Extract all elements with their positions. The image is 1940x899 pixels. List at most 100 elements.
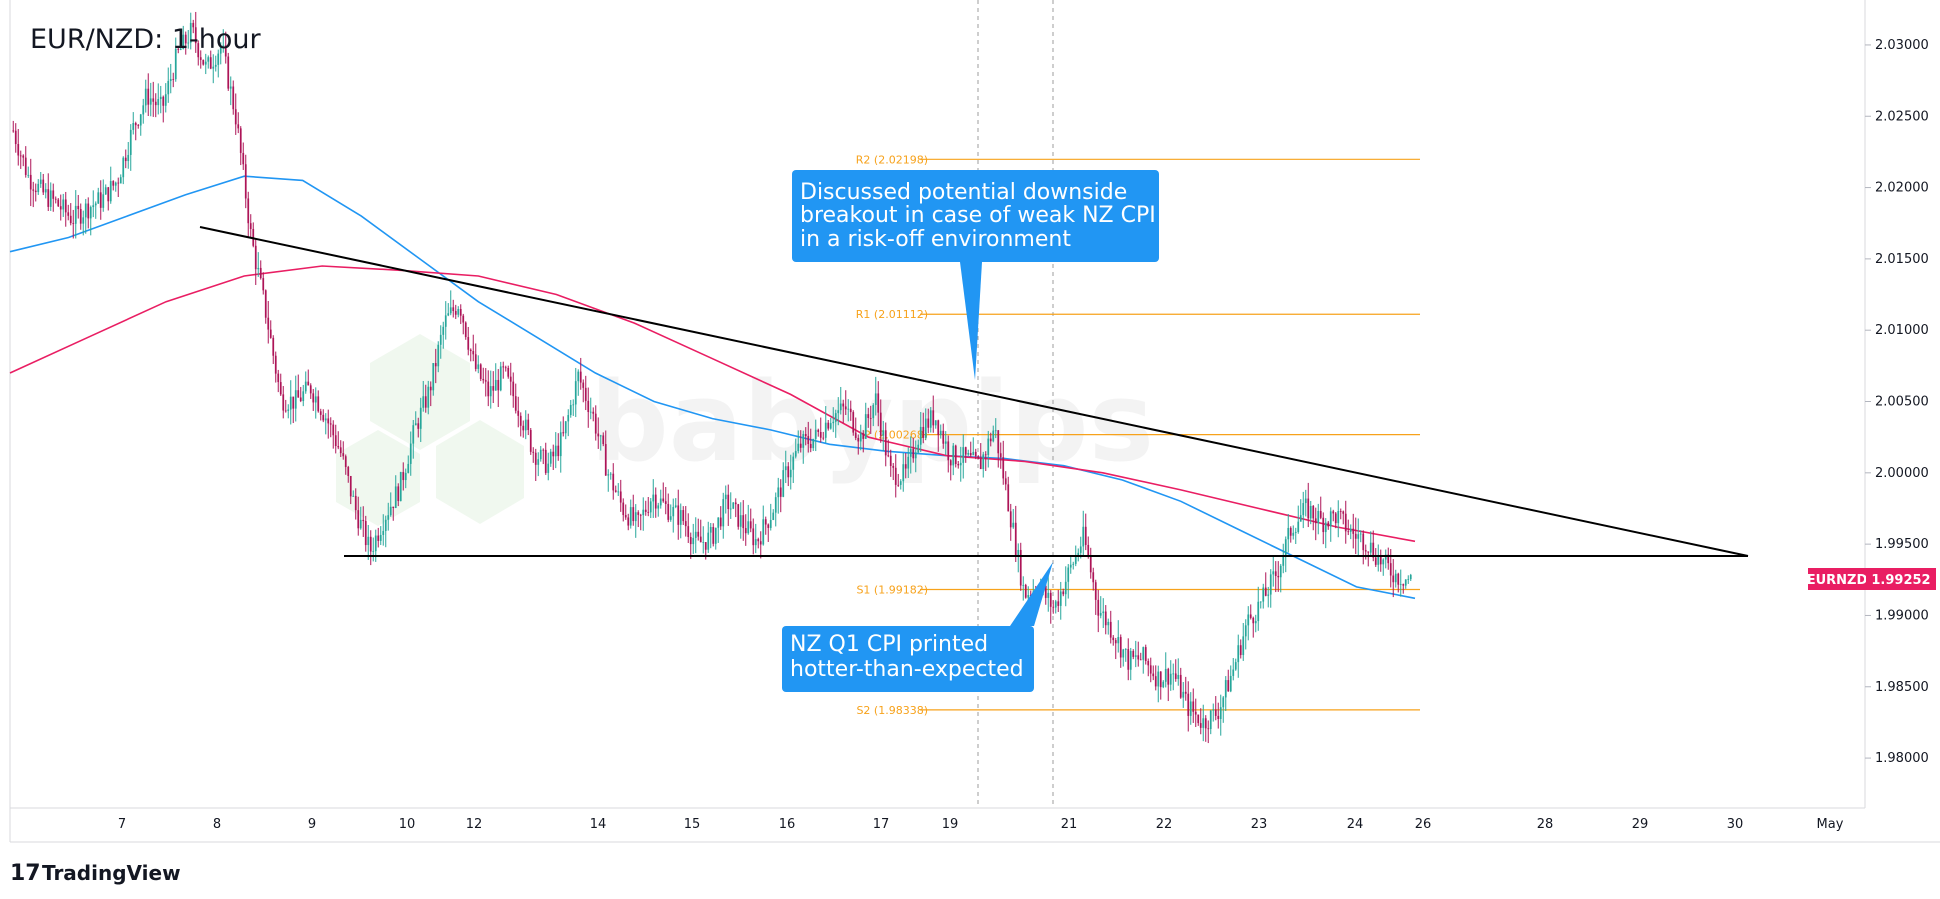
- candle-body: [557, 445, 560, 457]
- candle-body: [154, 101, 157, 106]
- candle-body: [44, 189, 47, 193]
- candle-body: [1327, 522, 1330, 527]
- candle-body: [637, 512, 640, 515]
- candle-body: [394, 486, 397, 508]
- candle-body: [384, 519, 387, 531]
- candle-body: [684, 521, 687, 527]
- candle-body: [797, 443, 800, 452]
- candle-body: [1194, 711, 1197, 715]
- candle-body: [137, 125, 140, 126]
- candle-body: [187, 42, 190, 44]
- candle-body: [589, 411, 592, 413]
- candle-body: [1144, 647, 1147, 661]
- candle-body: [367, 536, 370, 546]
- candle-body: [222, 45, 225, 47]
- candle-body: [799, 443, 802, 448]
- candle-body: [162, 96, 165, 106]
- callout-downside-line-2: breakout in case of weak NZ CPI: [800, 203, 1156, 228]
- candle-body: [372, 551, 375, 552]
- candle-body: [667, 503, 670, 520]
- candle-body: [619, 491, 622, 503]
- candle-body: [282, 394, 285, 411]
- candle-body: [19, 155, 22, 157]
- candle-body: [1177, 674, 1180, 679]
- candle-body: [692, 537, 695, 545]
- candle-body: [197, 43, 200, 58]
- candle-body: [319, 411, 322, 415]
- candle-body: [969, 453, 972, 456]
- candle-body: [504, 367, 507, 369]
- tradingview-logo[interactable]: 17 TradingView: [10, 861, 181, 886]
- candle-body: [199, 57, 202, 60]
- candle-body: [484, 380, 487, 382]
- candle-body: [247, 198, 250, 224]
- candle-body: [1247, 614, 1250, 626]
- candle-body: [629, 507, 632, 526]
- candle-body: [652, 494, 655, 502]
- candle-body: [112, 181, 115, 186]
- candle-body: [954, 445, 957, 465]
- candle-body: [829, 423, 832, 429]
- candle-body: [262, 278, 265, 291]
- candle-body: [24, 157, 27, 175]
- candle-body: [784, 466, 787, 471]
- candle-body: [584, 387, 587, 401]
- candle-body: [1079, 546, 1082, 553]
- candle-body: [1404, 579, 1407, 586]
- candle-body: [912, 448, 915, 459]
- candle-body: [422, 396, 425, 408]
- price-tag: EURNZD 1.99252: [1807, 568, 1936, 590]
- candle-body: [1009, 511, 1012, 528]
- candle-body: [499, 366, 502, 391]
- candle-body: [1217, 715, 1220, 719]
- candle-body: [507, 367, 510, 377]
- candle-body: [767, 524, 770, 528]
- candle-body: [662, 498, 665, 502]
- candle-body: [1399, 584, 1402, 585]
- candle-body: [1252, 617, 1255, 624]
- x-tick-label: 7: [118, 817, 126, 832]
- candle-body: [1127, 649, 1130, 670]
- candle-body: [874, 393, 877, 405]
- candle-body: [757, 539, 760, 542]
- candle-body: [737, 504, 740, 527]
- candle-body: [194, 27, 197, 44]
- candle-body: [487, 381, 490, 397]
- candle-body: [959, 462, 962, 466]
- candle-body: [87, 203, 90, 219]
- x-tick-label: 22: [1156, 817, 1173, 832]
- candle-body: [1169, 673, 1172, 685]
- candle-body: [207, 57, 210, 62]
- candle-body: [1184, 691, 1187, 694]
- candle-body: [1142, 647, 1145, 660]
- candle-body: [14, 130, 17, 145]
- candle-body: [1087, 544, 1090, 557]
- candle-body: [804, 434, 807, 437]
- y-tick-label: 2.03000: [1875, 38, 1929, 53]
- candle-body: [789, 469, 792, 478]
- candle-body: [1114, 640, 1117, 644]
- candle-body: [512, 381, 515, 397]
- candle-body: [374, 535, 377, 552]
- candle-body: [812, 438, 815, 449]
- x-tick-label: 23: [1251, 817, 1268, 832]
- candle-body: [1197, 714, 1200, 724]
- candle-body: [1012, 522, 1015, 528]
- candle-body: [1314, 518, 1317, 524]
- candle-body: [1199, 723, 1202, 728]
- candle-body: [1129, 650, 1132, 670]
- candle-body: [1332, 511, 1335, 514]
- candle-body: [979, 458, 982, 470]
- candle-body: [404, 472, 407, 481]
- callout-downside-line-3: in a risk-off environment: [800, 227, 1071, 252]
- candle-body: [1214, 709, 1217, 716]
- candle-body: [1347, 531, 1350, 533]
- candle-body: [1154, 676, 1157, 687]
- candle-body: [1242, 636, 1245, 656]
- candle-body: [84, 203, 87, 218]
- candle-body: [439, 334, 442, 345]
- candle-body: [362, 519, 365, 522]
- candle-body: [354, 495, 357, 511]
- last-price: 1.99252: [1871, 573, 1930, 588]
